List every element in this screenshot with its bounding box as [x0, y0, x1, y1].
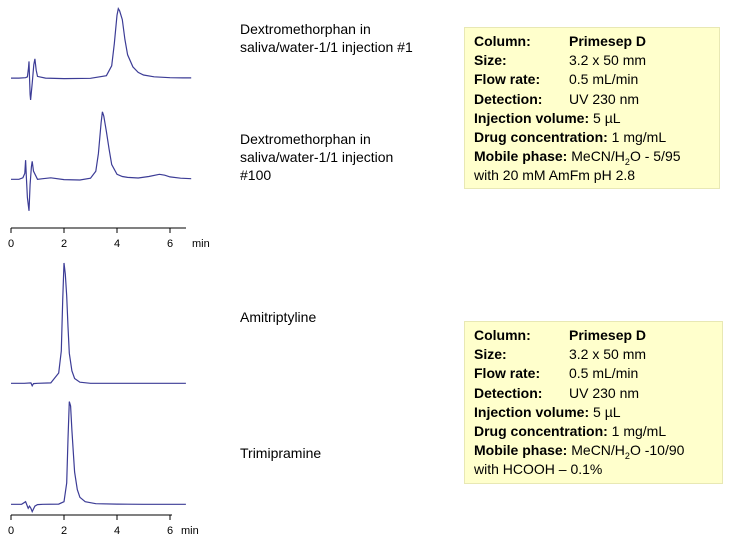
- chromatogram-trace-1-1: [11, 401, 186, 514]
- trace-label-dex-100-line3: #100: [240, 167, 272, 183]
- detection-row: Detection: UV 230 nm: [474, 384, 722, 403]
- x-tick-label-0-0: 0: [8, 238, 14, 250]
- column-key: Column:: [474, 327, 531, 343]
- mobile-phase-key: Mobile phase:: [474, 148, 568, 165]
- x-tick-label-0-1: 2: [61, 238, 67, 250]
- injection-volume-value: 5 µL: [593, 403, 621, 420]
- chromatogram-trace-1-0: [11, 262, 186, 388]
- flow-rate-value: 0.5 mL/min: [569, 365, 639, 382]
- detection-value: UV 230 nm: [569, 384, 640, 401]
- mobile-phase-row: Mobile phase: MeCN/H2O - 5/95: [474, 147, 719, 166]
- drug-concentration-row: Drug concentration: 1 mg/mL: [474, 422, 722, 441]
- conditions-box-bottom: Column: Primesep D Size: 3.2 x 50 mm Flow …: [464, 321, 723, 484]
- injection-volume-value: 5 µL: [593, 109, 621, 126]
- x-tick-label-1-2: 4: [114, 525, 120, 537]
- size-value: 3.2 x 50 mm: [569, 346, 647, 363]
- mobile-phase-row: Mobile phase: MeCN/H2O -10/90: [474, 441, 722, 460]
- trace-label-dex-1-line2: saliva/water-1/1 injection #1: [240, 39, 413, 55]
- drug-concentration-value: 1 mg/mL: [611, 422, 667, 439]
- x-tick-label-1-3: 6: [167, 525, 173, 537]
- drug-concentration-key: Drug concentration:: [474, 422, 608, 439]
- flow-rate-value: 0.5 mL/min: [569, 71, 639, 88]
- column-value: Primesep D: [569, 33, 647, 49]
- mobile-phase-line2: with HCOOH – 0.1%: [474, 461, 603, 478]
- x-tick-label-1-1: 2: [61, 525, 67, 537]
- chromatogram-trace-0-0: [11, 6, 192, 100]
- conditions-box-top: Column: Primesep D Size: 3.2 x 50 mm Flow …: [464, 27, 720, 189]
- detection-row: Detection: UV 230 nm: [474, 90, 719, 109]
- mobile-phase-value-a: MeCN/H: [571, 148, 625, 165]
- size-row: Size: 3.2 x 50 mm: [474, 345, 722, 364]
- column-row: Column: Primesep D: [474, 32, 719, 51]
- trace-label-dex-100: Dextromethorphan in saliva/water-1/1 inj…: [240, 130, 393, 184]
- trace-label-amitriptyline: Amitriptyline: [240, 309, 317, 325]
- size-key: Size:: [474, 346, 507, 363]
- column-row: Column: Primesep D: [474, 326, 722, 345]
- size-value: 3.2 x 50 mm: [569, 52, 647, 69]
- injection-volume-row: Injection volume: 5 µL: [474, 109, 719, 128]
- flow-rate-row: Flow rate: 0.5 mL/min: [474, 364, 722, 383]
- trace-label-trimipramine: Trimipramine: [240, 445, 322, 461]
- trace-label-dex-100-line2: saliva/water-1/1 injection: [240, 149, 394, 165]
- mobile-phase-value-a: MeCN/H: [571, 442, 625, 459]
- x-axis-label-1: min: [181, 525, 199, 537]
- size-row: Size: 3.2 x 50 mm: [474, 51, 719, 70]
- flow-rate-key: Flow rate:: [474, 71, 541, 88]
- detection-value: UV 230 nm: [569, 90, 640, 107]
- mobile-phase-subscript: 2: [624, 450, 630, 461]
- injection-volume-key: Injection volume:: [474, 403, 590, 420]
- x-tick-label-1-0: 0: [8, 525, 14, 537]
- size-key: Size:: [474, 52, 507, 69]
- trace-label-dex-100-line1: Dextromethorphan in: [240, 131, 371, 147]
- trace-label-dex-1: Dextromethorphan in saliva/water-1/1 inj…: [240, 20, 413, 56]
- flow-rate-row: Flow rate: 0.5 mL/min: [474, 70, 719, 89]
- drug-concentration-key: Drug concentration:: [474, 128, 608, 145]
- detection-key: Detection:: [474, 90, 543, 107]
- chromatogram-trace-0-1: [11, 111, 192, 211]
- mobile-phase-value-b: O - 5/95: [629, 148, 681, 165]
- x-tick-label-0-3: 6: [167, 238, 173, 250]
- drug-concentration-row: Drug concentration: 1 mg/mL: [474, 128, 719, 147]
- column-key: Column:: [474, 33, 531, 49]
- injection-volume-row: Injection volume: 5 µL: [474, 403, 722, 422]
- column-value: Primesep D: [569, 327, 647, 343]
- trace-label-dex-1-line1: Dextromethorphan in: [240, 21, 371, 37]
- drug-concentration-value: 1 mg/mL: [611, 128, 667, 145]
- detection-key: Detection:: [474, 384, 543, 401]
- flow-rate-key: Flow rate:: [474, 365, 541, 382]
- injection-volume-key: Injection volume:: [474, 109, 590, 126]
- x-tick-label-0-2: 4: [114, 238, 120, 250]
- mobile-phase-line2: with 20 mM AmFm pH 2.8: [474, 167, 636, 184]
- x-axis-label-0: min: [192, 238, 210, 250]
- mobile-phase-key: Mobile phase:: [474, 442, 568, 459]
- mobile-phase-value-b: O -10/90: [629, 442, 685, 459]
- mobile-phase-subscript: 2: [624, 156, 630, 167]
